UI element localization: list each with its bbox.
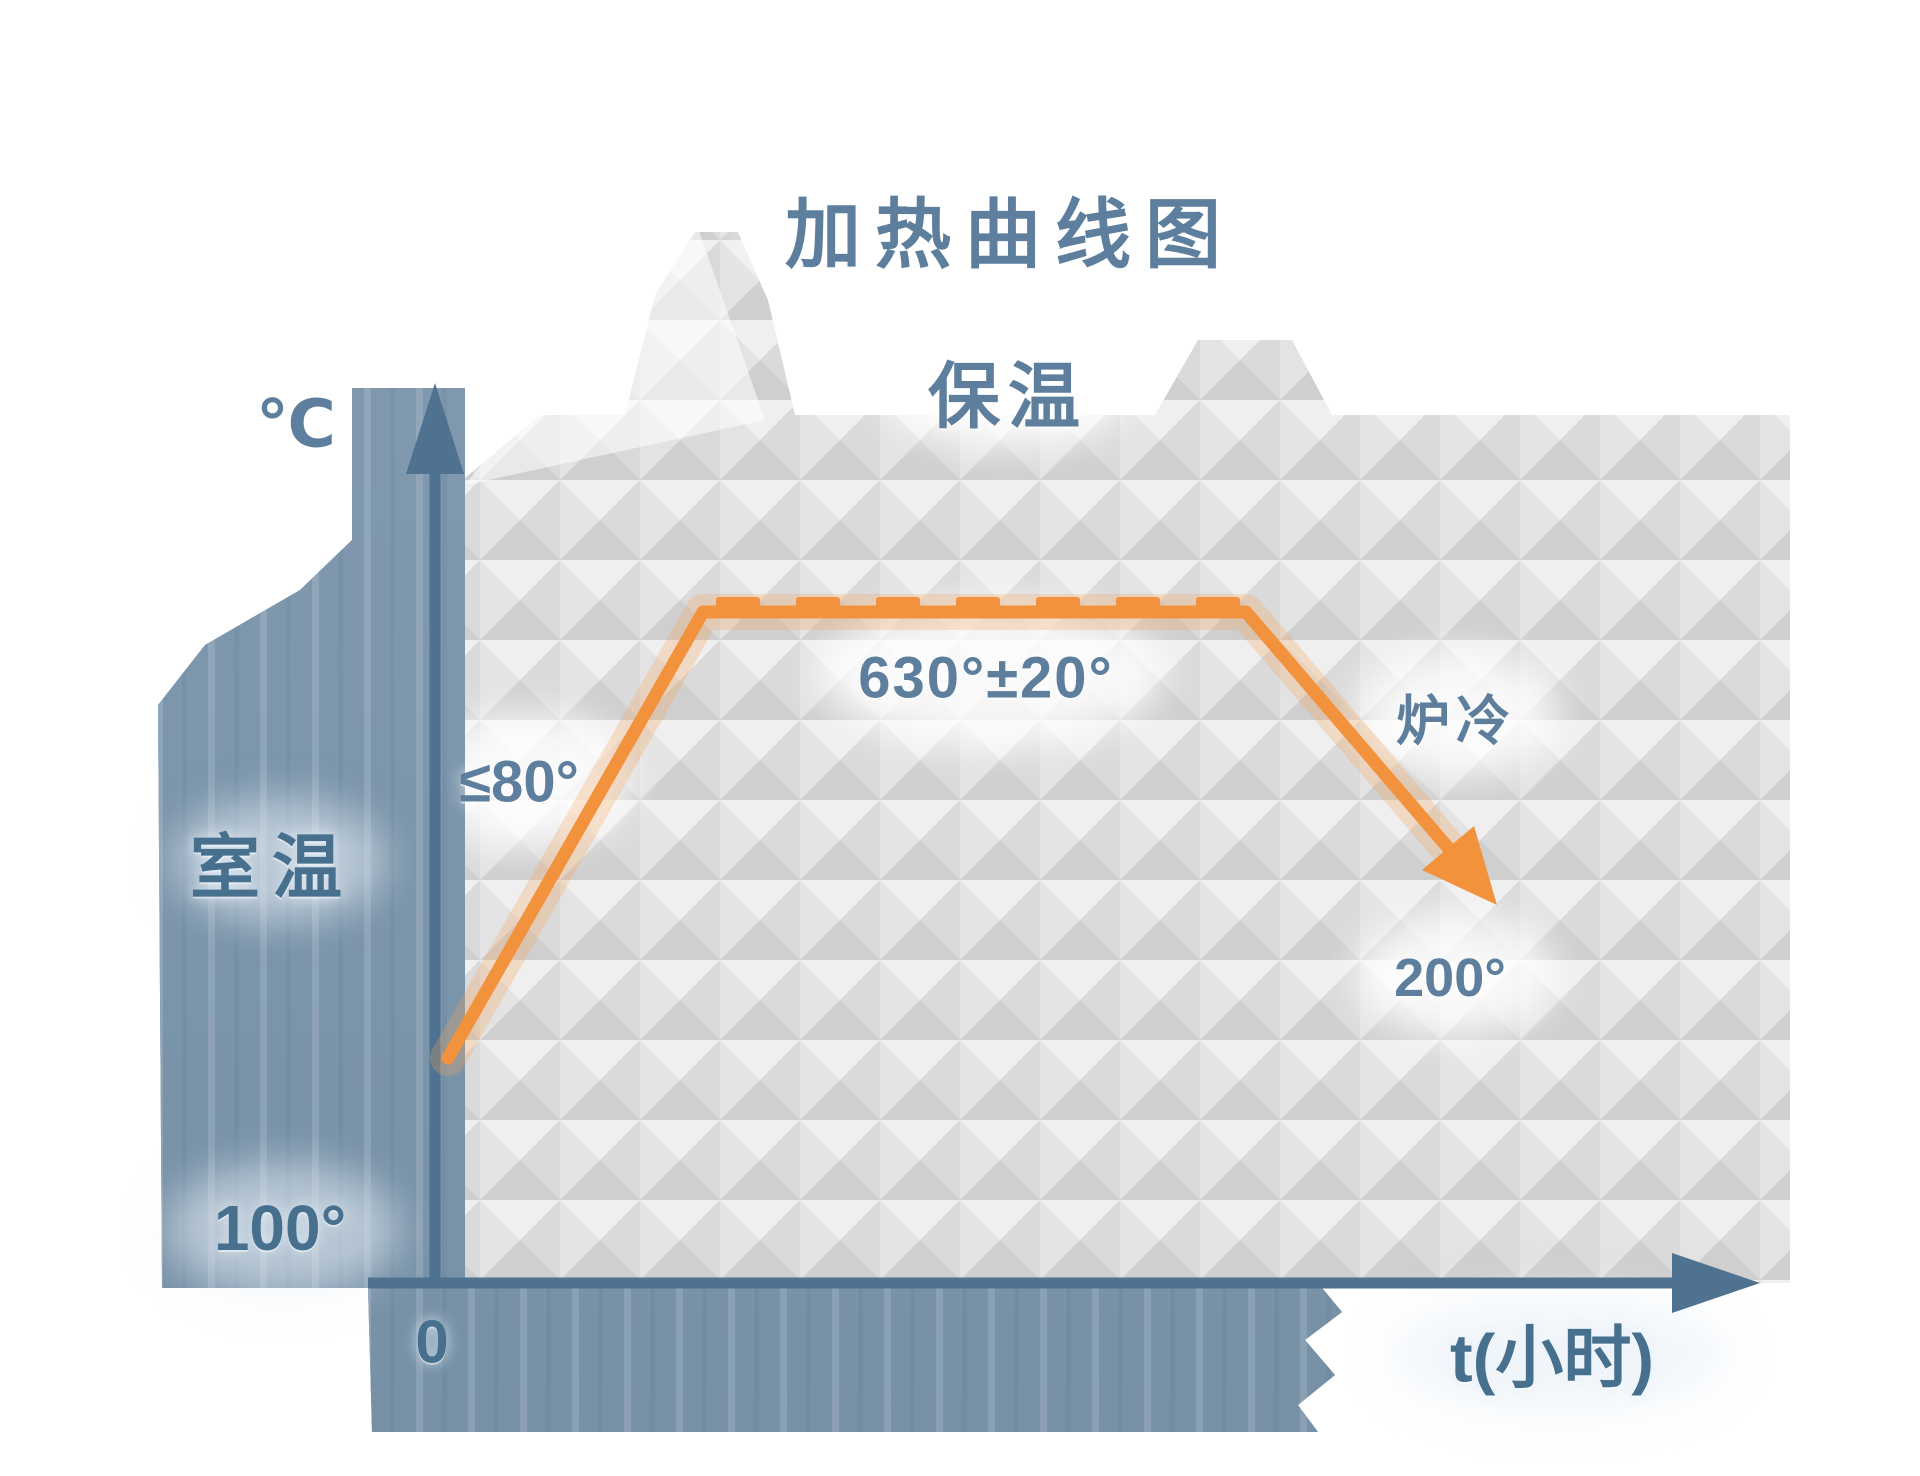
end-temp-halo — [1355, 912, 1555, 1037]
origin-label: 0 — [415, 1308, 449, 1376]
curve-arrowhead-icon — [1422, 826, 1497, 905]
heating-rate-label: ≤80° — [459, 749, 579, 815]
hold-stage-label: 保温 — [927, 357, 1089, 438]
y-axis-arrowhead-icon — [406, 383, 464, 474]
hundred-degree-label: 100° — [213, 1192, 347, 1264]
plateau-texture — [716, 597, 1240, 611]
chart-title: 加热曲线图 — [785, 193, 1235, 278]
heating-curve — [441, 605, 1457, 1065]
room-temperature-label: 室温 — [190, 828, 354, 907]
furnace-cool-halo — [1355, 652, 1560, 777]
furnace-cooling-label: 炉冷 — [1396, 691, 1516, 752]
end-temperature-label: 200° — [1394, 948, 1506, 1008]
x-label-halo — [1388, 1292, 1728, 1417]
x-axis-arrowhead-icon — [1672, 1253, 1760, 1313]
y-axis-unit-label: ℃ — [256, 386, 336, 461]
hold-stage-halo — [872, 298, 1142, 448]
room-temp-halo — [172, 798, 387, 923]
x-axis-label: t(小时) — [1450, 1320, 1654, 1397]
hold-temp-halo — [818, 602, 1163, 747]
title-halo — [740, 128, 1280, 313]
hold-temperature-label: 630°±20° — [858, 645, 1114, 711]
hundred-halo — [165, 1162, 400, 1297]
